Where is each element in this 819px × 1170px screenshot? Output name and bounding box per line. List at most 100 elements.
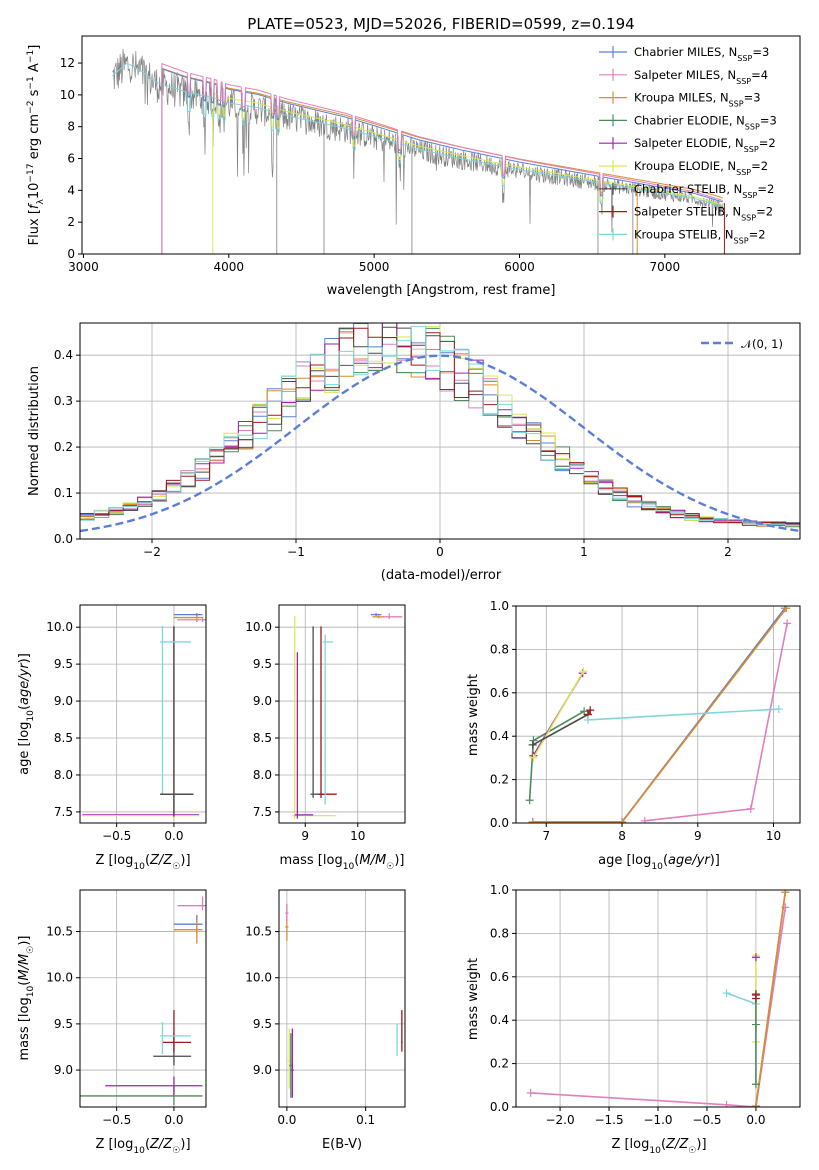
y-tick-label: 9.5: [54, 1017, 73, 1031]
x-tick-label: 4000: [214, 260, 245, 274]
x-tick-label: −2: [143, 545, 161, 559]
x-tick-label: 5000: [359, 260, 390, 274]
point-marker: [783, 619, 792, 628]
y-tick-label: 8.0: [54, 768, 73, 782]
x-axis-label: mass [log10(M/M☉)]: [280, 853, 405, 872]
x-tick-label: 7: [542, 829, 550, 843]
y-tick-label: 0.2: [490, 773, 509, 787]
axes-frame: [79, 322, 801, 540]
model-spectrum-line: [212, 92, 724, 254]
y-tick-label: 0.2: [490, 1057, 509, 1071]
axes-frame: [515, 605, 801, 824]
y-tick-label: 10.0: [46, 971, 73, 985]
point-marker: [529, 753, 538, 762]
x-tick-label: 6000: [504, 260, 535, 274]
y-tick-label: 10: [60, 88, 75, 102]
series-line: [726, 992, 757, 1005]
axes-frame: [278, 604, 406, 824]
y-tick-label: 8: [67, 120, 75, 134]
y-tick-label: 7.5: [54, 805, 73, 819]
x-tick-label: 0.0: [277, 1113, 296, 1127]
point-marker: [640, 816, 649, 823]
series-line: [528, 710, 585, 801]
x-tick-label: 0.0: [746, 1113, 765, 1127]
legend-entry: Salpeter STELIB, NSSP=2: [634, 205, 773, 223]
y-tick-label: 0.0: [490, 1100, 509, 1114]
point-marker: [751, 1102, 760, 1107]
axes-frame: [81, 35, 801, 255]
axes-frame: [79, 604, 207, 824]
y-tick-label: 10.5: [245, 925, 272, 939]
y-tick-label: 0.1: [54, 486, 73, 500]
mass-vs-ebv-panel: 0.0 0.1 9.0 9.5 10.0 10.5 E(B-V): [245, 889, 406, 1152]
x-tick-label: 10: [766, 829, 781, 843]
point-marker: [782, 606, 791, 613]
y-tick-label: 6: [67, 152, 75, 166]
x-tick-label: 0.0: [164, 1113, 183, 1127]
y-tick-label: 0.6: [490, 686, 509, 700]
y-tick-label: 4: [67, 183, 75, 197]
x-tick-label: −0.5: [692, 1113, 721, 1127]
weight-vs-age-panel: 7 8 9 10 0.0 0.2 0.4 0.6 0.8 1.0 age [log10(age/yr…: [466, 599, 801, 872]
y-tick-label: 9.0: [253, 1063, 272, 1077]
series-line: [532, 607, 786, 823]
series-line: [587, 708, 779, 721]
y-axis-label: Flux [fλ10−17 erg cm−2 s−1 A−1]: [26, 45, 46, 246]
series-line: [755, 892, 787, 1107]
y-tick-label: 9.0: [54, 694, 73, 708]
legend-entry: Salpeter MILES, NSSP=4: [634, 68, 768, 86]
legend-entry: Chabrier ELODIE, NSSP=3: [634, 113, 777, 130]
y-tick-label: 0.3: [54, 394, 73, 408]
legend-entry: Salpeter ELODIE, NSSP=2: [634, 136, 776, 154]
y-tick-label: 10.0: [245, 620, 272, 634]
x-tick-label: 9: [694, 829, 702, 843]
y-tick-label: 0.8: [490, 642, 509, 656]
residual-histogram: [80, 327, 800, 524]
legend-entry: Chabrier MILES, NSSP=3: [634, 45, 769, 63]
y-axis-label: mass weight: [466, 958, 481, 1040]
point-marker: [618, 818, 627, 823]
x-axis-label: E(B-V): [322, 1137, 362, 1152]
y-tick-label: 8.5: [253, 731, 272, 745]
y-tick-label: 0.4: [490, 1013, 509, 1027]
y-tick-label: 0.0: [490, 816, 509, 830]
x-tick-label: 0.1: [356, 1113, 375, 1127]
y-axis-label: mass [log10(M/M☉)]: [17, 936, 36, 1061]
x-axis-label: wavelength [Angstrom, rest frame]: [327, 283, 556, 298]
y-axis-label: age [log10(age/yr)]: [17, 653, 36, 775]
point-marker: [774, 705, 783, 714]
x-tick-label: 0: [436, 545, 444, 559]
residual-histogram: [80, 325, 800, 526]
series-line: [532, 670, 585, 759]
point-marker: [583, 715, 592, 724]
x-tick-label: 3000: [68, 260, 99, 274]
normal-distribution-curve: [80, 354, 800, 533]
y-tick-label: 0.6: [490, 970, 509, 984]
y-tick-label: 9.5: [54, 657, 73, 671]
y-tick-label: 2: [67, 215, 75, 229]
y-axis-label: Normed distribution: [27, 366, 42, 496]
x-axis-label: (data-model)/error: [381, 568, 502, 583]
point-marker: [722, 989, 731, 998]
y-tick-label: 9.0: [253, 694, 272, 708]
x-axis-label: age [log10(age/yr)]: [598, 853, 720, 872]
y-tick-label: 0.8: [490, 926, 509, 940]
x-tick-label: −1: [287, 545, 305, 559]
y-tick-label: 10.0: [46, 620, 73, 634]
y-tick-label: 1.0: [490, 883, 509, 897]
y-tick-label: 9.5: [253, 1017, 272, 1031]
y-tick-label: 0: [67, 247, 75, 261]
legend-entry: Kroupa STELIB, NSSP=2: [634, 227, 766, 245]
spectrum-panel: 3000 4000 5000 6000 7000 0 2 4 6 8 10 12 Chabrier MI…: [26, 35, 801, 298]
series-line: [532, 713, 589, 746]
y-tick-label: 12: [60, 56, 75, 70]
y-tick-label: 9.5: [253, 657, 272, 671]
y-tick-label: 0.4: [54, 348, 73, 362]
axes-frame: [515, 889, 801, 1108]
point-marker: [526, 1088, 535, 1097]
point-marker: [528, 740, 537, 749]
y-tick-label: 7.5: [253, 805, 272, 819]
y-tick-label: 0.0: [54, 532, 73, 546]
point-marker: [751, 990, 760, 999]
